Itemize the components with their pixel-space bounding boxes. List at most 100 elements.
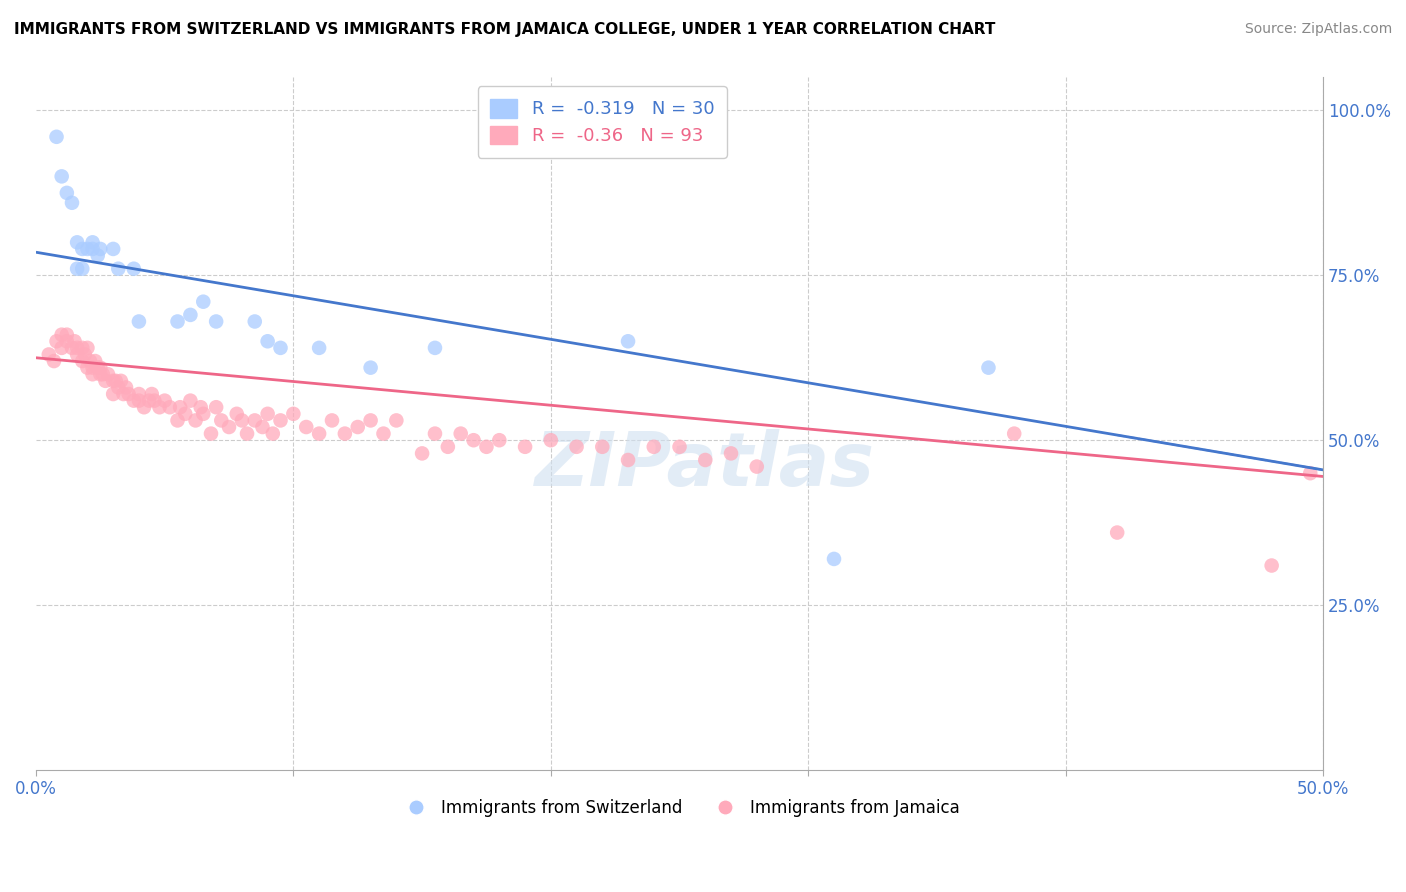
Point <box>66 341 89 355</box>
Point <box>218 420 240 434</box>
Point <box>128 393 150 408</box>
Point <box>87 248 110 262</box>
Point <box>159 401 181 415</box>
Point <box>128 387 150 401</box>
Point <box>256 334 278 349</box>
Point <box>76 360 98 375</box>
Point <box>112 387 135 401</box>
Point <box>60 341 83 355</box>
Point <box>101 387 124 401</box>
Point <box>513 440 536 454</box>
Point <box>84 354 107 368</box>
Point <box>450 426 472 441</box>
Point <box>256 407 278 421</box>
Point <box>87 360 110 375</box>
Point <box>89 360 111 375</box>
Point <box>346 420 368 434</box>
Point <box>66 347 89 361</box>
Point <box>82 242 104 256</box>
Point <box>437 440 460 454</box>
Point <box>617 334 640 349</box>
Point <box>56 334 79 349</box>
Point <box>128 314 150 328</box>
Point <box>66 261 89 276</box>
Point <box>565 440 588 454</box>
Point <box>262 426 284 441</box>
Point <box>488 434 510 448</box>
Point <box>38 347 60 361</box>
Point <box>745 459 768 474</box>
Point <box>72 261 94 276</box>
Point <box>193 294 215 309</box>
Point <box>91 368 114 382</box>
Point <box>193 407 215 421</box>
Legend: Immigrants from Switzerland, Immigrants from Jamaica: Immigrants from Switzerland, Immigrants … <box>394 793 966 824</box>
Point <box>540 434 562 448</box>
Text: Source: ZipAtlas.com: Source: ZipAtlas.com <box>1244 22 1392 37</box>
Point <box>45 334 67 349</box>
Point <box>169 401 191 415</box>
Point <box>205 401 228 415</box>
Point <box>45 129 67 144</box>
Point <box>179 393 201 408</box>
Point <box>82 368 104 382</box>
Point <box>89 242 111 256</box>
Point <box>110 374 132 388</box>
Point <box>97 368 120 382</box>
Point <box>101 374 124 388</box>
Point <box>252 420 274 434</box>
Point <box>132 401 155 415</box>
Text: ZIPatlas: ZIPatlas <box>536 429 876 502</box>
Point <box>184 413 207 427</box>
Point <box>104 374 127 388</box>
Point <box>373 426 395 441</box>
Point <box>122 393 145 408</box>
Point <box>56 327 79 342</box>
Point <box>295 420 318 434</box>
Point <box>179 308 201 322</box>
Point <box>333 426 356 441</box>
Point <box>66 235 89 250</box>
Point <box>72 242 94 256</box>
Point <box>60 195 83 210</box>
Point <box>823 552 845 566</box>
Point <box>231 413 253 427</box>
Point <box>283 407 305 421</box>
Point <box>51 327 73 342</box>
Point <box>209 413 232 427</box>
Point <box>72 354 94 368</box>
Point <box>475 440 498 454</box>
Point <box>360 360 382 375</box>
Point <box>94 374 117 388</box>
Point <box>153 393 176 408</box>
Point <box>1107 525 1129 540</box>
Point <box>166 314 188 328</box>
Point <box>190 401 212 415</box>
Point <box>117 387 139 401</box>
Point <box>1260 558 1282 573</box>
Point <box>308 426 330 441</box>
Point <box>243 413 266 427</box>
Point <box>107 380 129 394</box>
Point <box>270 413 292 427</box>
Point <box>225 407 247 421</box>
Point <box>308 341 330 355</box>
Point <box>138 393 160 408</box>
Point <box>236 426 259 441</box>
Point <box>79 354 101 368</box>
Point <box>411 446 433 460</box>
Point <box>82 235 104 250</box>
Point <box>42 354 65 368</box>
Point <box>115 380 138 394</box>
Point <box>141 387 163 401</box>
Point <box>321 413 343 427</box>
Point <box>243 314 266 328</box>
Point <box>107 261 129 276</box>
Point <box>76 242 98 256</box>
Point <box>1299 466 1322 480</box>
Point <box>360 413 382 427</box>
Point <box>977 360 1000 375</box>
Point <box>591 440 613 454</box>
Point <box>76 341 98 355</box>
Point <box>385 413 408 427</box>
